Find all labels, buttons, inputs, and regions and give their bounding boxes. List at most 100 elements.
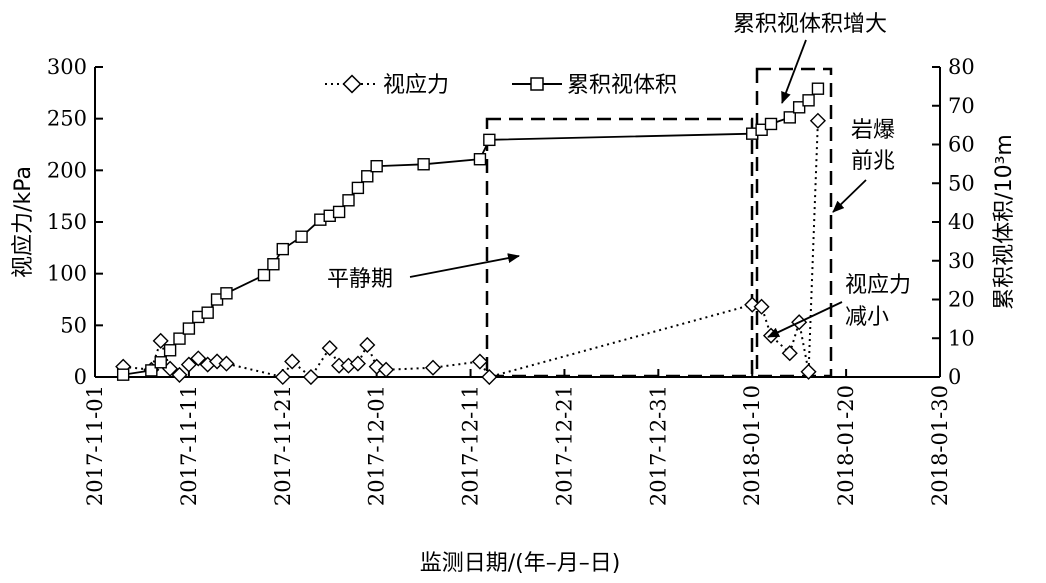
- volume-point: [220, 287, 233, 300]
- stress-point: [753, 298, 770, 315]
- volume-point: [473, 153, 487, 166]
- volume-point: [342, 194, 355, 207]
- arrow-volume-increase: [781, 39, 807, 104]
- annotation-rockburst: 岩爆: [851, 118, 895, 143]
- volume-point: [764, 117, 778, 131]
- stress-point: [378, 361, 395, 378]
- volume-point: [351, 181, 365, 195]
- x-tick-label: 2018-01-20: [834, 385, 858, 506]
- stress-point: [302, 368, 319, 386]
- volume-point: [417, 158, 430, 171]
- annotation-quiet-period: 平静期: [327, 267, 393, 292]
- right-y-tick-label: 10: [948, 326, 975, 350]
- volume-point: [792, 101, 806, 114]
- right-y-tick-label: 40: [948, 210, 975, 234]
- right-axis-title: 累积视体积/10³m: [992, 134, 1017, 310]
- volume-point: [201, 306, 214, 319]
- left-y-tick-label: 50: [60, 313, 87, 337]
- annotations: 累积视体积增大 平静期 岩爆 前兆 视应力 减小: [327, 12, 911, 338]
- arrow-precursor: [832, 179, 867, 213]
- annotation-precursor: 前兆: [851, 149, 895, 174]
- volume-point: [145, 364, 158, 377]
- quiet-period-box: [485, 117, 754, 378]
- left-y-tick-label: 0: [74, 365, 87, 389]
- x-tick-label: 2017-12-31: [646, 385, 670, 506]
- volume-point: [783, 111, 796, 124]
- stress-point: [284, 353, 301, 370]
- legend: 视应力 累积视体积: [325, 73, 677, 98]
- stress-point: [809, 112, 826, 129]
- arrow-stress-decrease: [767, 301, 843, 338]
- volume-point: [370, 159, 383, 173]
- left-y-tick-label: 250: [47, 107, 87, 131]
- volume-point: [173, 332, 186, 345]
- x-tick-label: 2018-01-30: [928, 385, 952, 506]
- annotation-stress: 视应力: [845, 273, 911, 298]
- right-y-tick-label: 80: [948, 55, 975, 79]
- right-y-tick-label: 30: [948, 249, 975, 273]
- legend-volume-marker: [530, 77, 544, 91]
- period-boxes: [485, 67, 833, 378]
- volume-point: [210, 293, 224, 306]
- stress-point: [359, 336, 376, 354]
- volume-point: [361, 170, 374, 183]
- legend-volume-label: 累积视体积: [567, 73, 677, 98]
- volume-point: [802, 94, 815, 107]
- volume-point: [257, 268, 271, 282]
- x-tick-label: 2017-11-11: [177, 385, 201, 506]
- x-tick-label: 2017-12-11: [459, 385, 483, 506]
- x-tick-label: 2017-11-21: [271, 385, 295, 506]
- stress-point: [424, 359, 442, 376]
- volume-series: [116, 82, 825, 381]
- volume-line: [123, 88, 819, 376]
- legend-stress-marker: [342, 74, 362, 94]
- left-axis-title: 视应力/kPa: [11, 166, 36, 278]
- stress-point: [218, 355, 235, 372]
- legend-stress-label: 视应力: [383, 73, 449, 98]
- stress-point: [171, 366, 188, 383]
- stress-point: [481, 368, 498, 386]
- volume-point: [116, 368, 130, 381]
- x-tick-label: 2017-11-01: [83, 385, 107, 506]
- stress-point: [471, 353, 488, 370]
- right-y-tick-label: 20: [948, 288, 975, 312]
- volume-point: [332, 205, 346, 219]
- left-y-tick-label: 150: [47, 210, 87, 234]
- left-y-tick-label: 100: [47, 262, 87, 286]
- right-y-tick-label: 70: [948, 94, 975, 118]
- volume-point: [154, 356, 167, 369]
- volume-point: [163, 344, 177, 357]
- stress-point: [800, 363, 817, 380]
- ticks: 0 50 100 150 200 250 300 0 10 20 30 40 50 60 70 80 2017-…: [47, 55, 975, 506]
- right-y-tick-label: 60: [948, 133, 975, 157]
- stress-point: [274, 368, 291, 386]
- stress-point: [180, 356, 197, 373]
- volume-point: [182, 322, 196, 335]
- left-y-tick-label: 300: [47, 55, 87, 79]
- right-y-tick-label: 50: [948, 171, 975, 195]
- stress-point: [331, 357, 348, 374]
- volume-point: [811, 82, 825, 95]
- stress-point: [190, 350, 207, 367]
- volume-point: [267, 258, 280, 271]
- volume-point: [483, 133, 496, 147]
- volume-point: [276, 242, 289, 256]
- volume-increase-box: [755, 67, 833, 378]
- right-y-tick-label: 0: [948, 365, 961, 389]
- x-tick-label: 2017-12-21: [552, 385, 576, 506]
- annotation-decrease: 减小: [845, 305, 889, 330]
- plot-frame: [94, 67, 941, 378]
- stress-point: [349, 355, 366, 372]
- volume-point: [295, 230, 308, 243]
- stress-point: [321, 340, 338, 357]
- x-tick-label: 2018-01-10: [740, 385, 764, 506]
- x-tick-label: 2017-12-01: [365, 385, 389, 506]
- x-axis-title: 监测日期/(年–月–日): [420, 551, 621, 576]
- arrow-quiet-period: [409, 253, 520, 278]
- series: [115, 82, 826, 386]
- annotation-volume-increase: 累积视体积增大: [733, 12, 887, 37]
- stress-series: [115, 112, 826, 386]
- left-y-tick-label: 200: [47, 158, 87, 182]
- stress-point: [781, 345, 798, 362]
